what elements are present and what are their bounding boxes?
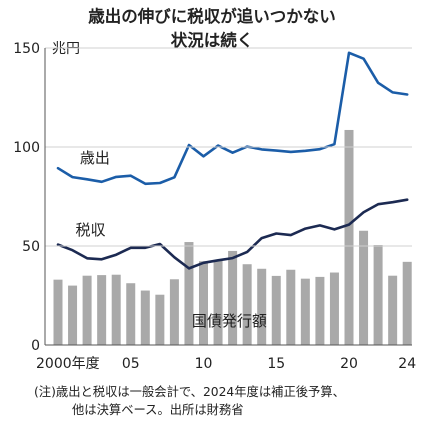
bar-2020 [344,129,354,345]
chart-title-line-2: 状況は続く [171,30,254,50]
unit-label: 兆円 [52,41,80,57]
x-tick-label: 05 [122,356,140,372]
bar-2012 [228,250,238,345]
bar-2022 [373,245,383,345]
y-tick-label: 50 [22,239,40,255]
bar-2013 [242,264,252,345]
series-label-国債発行額: 国債発行額 [192,312,267,330]
bar-2007 [155,294,165,345]
bar-2010 [199,261,208,345]
x-tick-label: 15 [267,356,285,372]
line-歳出 [56,51,409,186]
bar-2002 [82,275,92,345]
bar-2011 [213,260,223,345]
bar-2023 [388,275,398,345]
bar-2019 [329,272,339,345]
chart-title-line-1: 歳出の伸びに税収が追いつかない [88,6,336,26]
axes: 150 100 50 0 2000年度 05 10 15 20 24 [13,41,416,372]
bar-2004 [111,274,121,345]
bar-2009 [184,242,194,345]
x-tick-label: 2000年度 [36,356,100,372]
footnote-line-2: 他は決算ベース。出所は財務省 [72,402,244,417]
x-tick-label: 24 [398,356,416,372]
chart-title: 歳出の伸びに税収が追いつかない 状況は続く [88,6,336,50]
bar-2000 [53,279,63,345]
x-tick-label: 20 [340,356,358,372]
y-tick-label: 0 [31,338,40,354]
line-税収 [56,198,409,270]
bar-2008 [169,279,179,345]
footnote: (注)歳出と税収は一般会計で、2024年度は補正後予算、 他は決算ベース。出所は… [34,384,345,417]
bar-2014 [257,268,267,345]
bar-2017 [300,278,310,345]
bar-2018 [315,276,325,345]
line-layer [56,51,409,270]
bar-layer [53,129,412,345]
bar-2024 [402,261,412,345]
bar-2001 [68,285,78,345]
x-tick-label: 10 [195,356,213,372]
series-label-歳出: 歳出 [80,149,110,167]
bar-2003 [97,275,107,345]
y-tick-label: 150 [13,41,40,57]
footnote-line-1: (注)歳出と税収は一般会計で、2024年度は補正後予算、 [34,384,345,399]
y-tick-label: 100 [13,140,40,156]
bar-2015 [271,275,281,345]
bar-2016 [286,269,296,345]
series-label-税収: 税収 [75,221,105,239]
bar-2005 [126,283,136,345]
bar-2021 [359,230,369,345]
bar-2006 [140,290,150,345]
